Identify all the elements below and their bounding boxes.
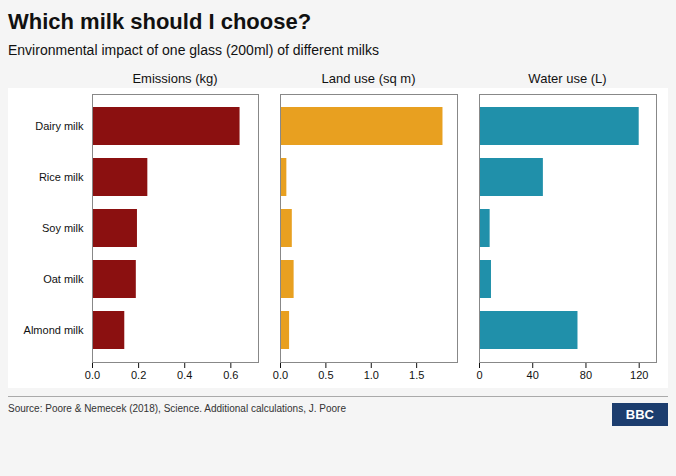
svg-text:Soy milk: Soy milk <box>42 222 84 234</box>
svg-text:Almond milk: Almond milk <box>24 324 84 336</box>
svg-text:120: 120 <box>630 369 648 381</box>
svg-text:0.0: 0.0 <box>85 369 100 381</box>
html-text:Emissions (kg): Emissions (kg) <box>132 71 218 86</box>
svg-text:Dairy milk: Dairy milk <box>35 120 84 132</box>
html-text:Water use (L): Water use (L) <box>528 71 607 86</box>
svg-text:Oat milk: Oat milk <box>43 273 84 285</box>
svg-text:80: 80 <box>580 369 592 381</box>
svg-text:1.0: 1.0 <box>364 369 379 381</box>
svg-text:0.2: 0.2 <box>131 369 146 381</box>
html-text:Environmental impact of one gl: Environmental impact of one glass (200ml… <box>8 42 379 58</box>
svg-text:0: 0 <box>476 369 482 381</box>
html-text:Source: Poore & Nemecek (2018): Source: Poore & Nemecek (2018), Science.… <box>8 403 346 414</box>
html-text:BBC: BBC <box>625 407 654 422</box>
svg-text:40: 40 <box>527 369 539 381</box>
svg-text:0.5: 0.5 <box>318 369 333 381</box>
svg-text:1.5: 1.5 <box>409 369 424 381</box>
svg-text:0.0: 0.0 <box>273 369 288 381</box>
html-text:Land use (sq m): Land use (sq m) <box>321 71 416 86</box>
svg-text:0.6: 0.6 <box>223 369 238 381</box>
svg-text:0.4: 0.4 <box>177 369 192 381</box>
html-text:Which milk should I choose?: Which milk should I choose? <box>8 9 312 34</box>
svg-text:Rice milk: Rice milk <box>39 171 84 183</box>
